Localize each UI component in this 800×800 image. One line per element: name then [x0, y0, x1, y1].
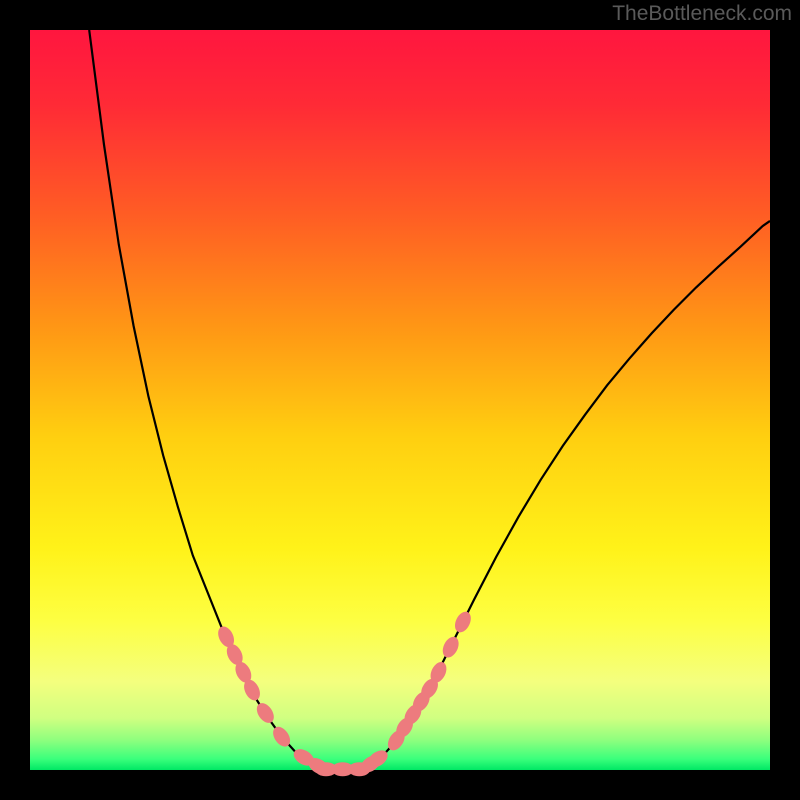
plot-background	[30, 30, 770, 770]
chart-svg	[0, 0, 800, 800]
chart-container: TheBottleneck.com	[0, 0, 800, 800]
watermark-text: TheBottleneck.com	[612, 2, 792, 26]
